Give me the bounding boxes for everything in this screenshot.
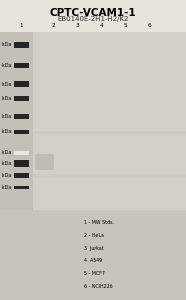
Text: 75 kDa: 75 kDa (0, 96, 12, 101)
Text: 150 kDa: 150 kDa (0, 63, 12, 68)
Text: 10 kDa: 10 kDa (0, 185, 12, 190)
Text: 4  A549: 4 A549 (84, 258, 102, 263)
Text: 3: 3 (75, 23, 79, 28)
Text: 2 - HeLa: 2 - HeLa (84, 233, 104, 238)
Bar (14, 96, 29, 101)
Text: 1: 1 (20, 23, 23, 28)
Bar (0, 0, 186, 32)
Text: EB0140E-2H1-H2/K2: EB0140E-2H1-H2/K2 (57, 16, 129, 22)
Text: 25 kDa: 25 kDa (0, 151, 12, 155)
Text: 6 - NCIH226: 6 - NCIH226 (84, 284, 112, 289)
Bar (14, 42, 29, 48)
Bar (14, 81, 29, 87)
Bar (33, 130, 186, 134)
Text: 3  Jurkat: 3 Jurkat (84, 246, 103, 251)
Text: 100 kDa: 100 kDa (0, 82, 12, 86)
Bar (14, 114, 29, 119)
Bar (14, 173, 29, 178)
Text: CPTC-VCAM1-1: CPTC-VCAM1-1 (50, 8, 136, 17)
Text: 4: 4 (100, 23, 103, 28)
Text: 2: 2 (51, 23, 55, 28)
Text: 38 kDa: 38 kDa (0, 130, 12, 134)
FancyBboxPatch shape (35, 154, 54, 170)
Bar (14, 63, 29, 68)
Text: 250 kDa: 250 kDa (0, 43, 12, 47)
Text: 5: 5 (124, 23, 127, 28)
Bar (0, 32, 186, 210)
Bar (14, 185, 29, 190)
Text: 15 kDa: 15 kDa (0, 173, 12, 178)
Text: 20 kDa: 20 kDa (0, 161, 12, 166)
Bar (14, 151, 29, 155)
Bar (14, 160, 29, 167)
Bar (14, 130, 29, 134)
Text: 6: 6 (148, 23, 152, 28)
Bar (33, 32, 186, 210)
Text: 1 - MW Stds.: 1 - MW Stds. (84, 220, 114, 226)
Text: 50 kDa: 50 kDa (0, 114, 12, 119)
Text: 5 - MCF7: 5 - MCF7 (84, 271, 105, 276)
Bar (33, 174, 186, 178)
